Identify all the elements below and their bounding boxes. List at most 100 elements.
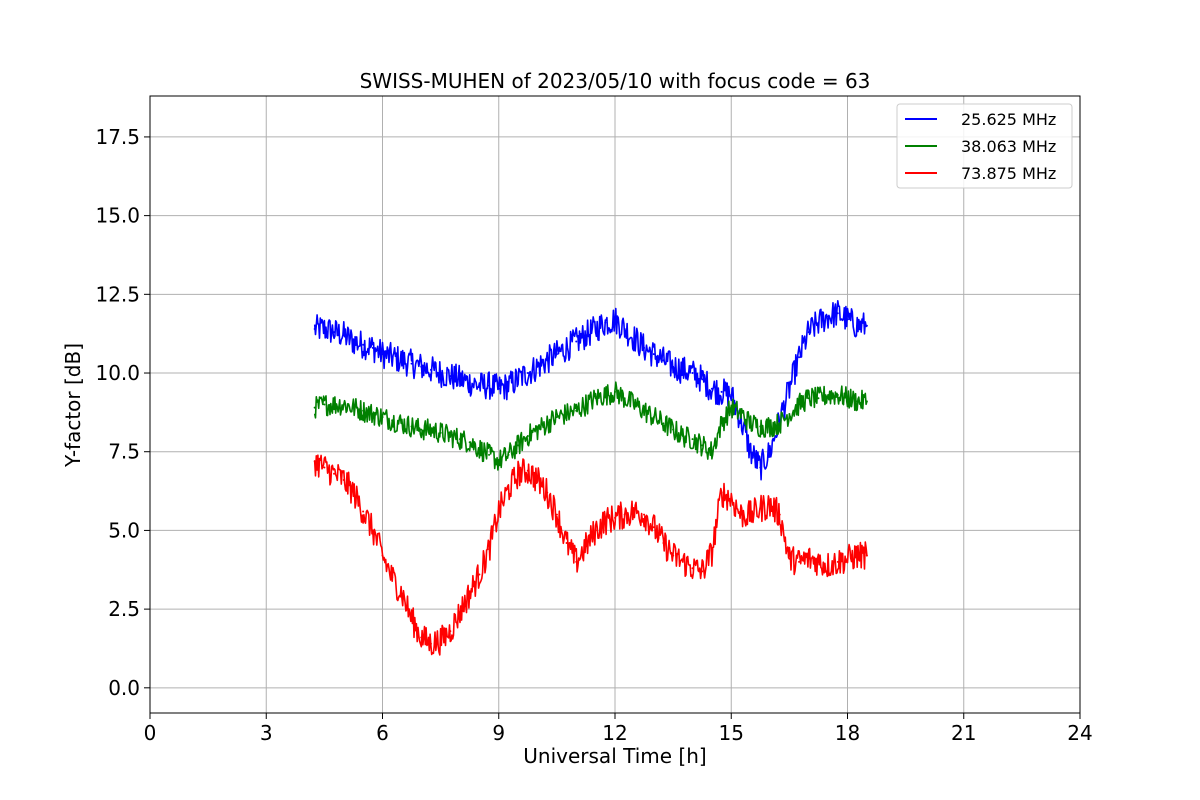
- legend-entry: 25.625 MHz: [961, 110, 1056, 129]
- data-point: [517, 472, 520, 475]
- data-point: [410, 617, 413, 620]
- x-tick-label: 0: [144, 721, 157, 745]
- data-point: [526, 372, 529, 375]
- data-point: [342, 334, 345, 337]
- x-tick-label: 15: [719, 721, 744, 745]
- data-point: [856, 400, 859, 403]
- data-point: [759, 507, 762, 510]
- data-point: [730, 406, 733, 409]
- series-line: [313, 300, 868, 481]
- data-point: [371, 412, 374, 415]
- data-point: [517, 378, 520, 381]
- data-point: [352, 340, 355, 343]
- data-point: [420, 636, 423, 639]
- data-point: [836, 560, 839, 563]
- data-point: [759, 466, 762, 469]
- data-point: [459, 438, 461, 441]
- x-axis-label: Universal Time [h]: [523, 744, 706, 768]
- data-point: [313, 327, 316, 330]
- data-point: [672, 554, 675, 557]
- data-point: [429, 428, 432, 431]
- data-point: [439, 431, 442, 434]
- data-point: [400, 359, 403, 362]
- x-tick-label: 3: [260, 721, 273, 745]
- data-point: [691, 438, 694, 441]
- data-point: [769, 425, 771, 428]
- y-axis-label: Y-factor [dB]: [61, 343, 85, 468]
- data-point: [497, 460, 500, 463]
- x-tick-label: 21: [951, 721, 976, 745]
- data-point: [400, 592, 403, 595]
- y-tick-label: 15.0: [95, 204, 140, 228]
- data-point: [865, 324, 868, 327]
- x-tick-label: 12: [602, 721, 627, 745]
- data-point: [381, 416, 384, 419]
- data-point: [507, 488, 510, 491]
- data-point: [507, 384, 510, 387]
- data-point: [459, 378, 461, 381]
- data-point: [604, 519, 607, 522]
- data-point: [420, 428, 423, 431]
- data-point: [769, 450, 771, 453]
- data-point: [672, 428, 675, 431]
- data-point: [313, 406, 316, 409]
- data-point: [778, 513, 781, 516]
- data-point: [497, 510, 500, 513]
- data-point: [769, 504, 771, 507]
- x-tick-label: 18: [835, 721, 860, 745]
- data-point: [710, 450, 713, 453]
- data-point: [691, 567, 694, 570]
- data-point: [381, 554, 384, 557]
- data-point: [662, 542, 665, 545]
- data-point: [720, 422, 723, 425]
- data-point: [536, 428, 539, 431]
- data-point: [749, 450, 752, 453]
- data-point: [536, 365, 539, 368]
- data-point: [827, 564, 830, 567]
- data-point: [749, 422, 752, 425]
- data-point: [817, 397, 820, 400]
- data-point: [439, 372, 442, 375]
- data-point: [856, 324, 859, 327]
- data-point: [565, 412, 568, 415]
- data-point: [323, 327, 326, 330]
- data-point: [749, 513, 752, 516]
- data-point: [362, 409, 365, 412]
- plot-data: [313, 300, 868, 656]
- y-tick-label: 2.5: [108, 597, 140, 621]
- data-point: [817, 560, 820, 563]
- data-point: [429, 642, 432, 645]
- data-point: [459, 611, 461, 614]
- data-point: [643, 346, 646, 349]
- data-point: [691, 372, 694, 375]
- x-tick-label: 9: [492, 721, 505, 745]
- data-point: [488, 548, 491, 551]
- data-point: [701, 444, 704, 447]
- data-point: [807, 397, 810, 400]
- x-axis-ticks: 0 3 6 9 12 15 18 21 24: [144, 713, 1093, 745]
- data-point: [352, 406, 355, 409]
- series-1: [313, 381, 868, 471]
- data-point: [720, 390, 723, 393]
- data-point: [410, 362, 413, 365]
- data-point: [681, 560, 684, 563]
- series-line: [313, 454, 868, 656]
- data-point: [584, 403, 587, 406]
- data-point: [497, 387, 500, 390]
- data-point: [807, 557, 810, 560]
- data-point: [400, 422, 403, 425]
- data-point: [468, 381, 471, 384]
- data-point: [604, 394, 607, 397]
- data-point: [778, 422, 781, 425]
- data-point: [623, 327, 626, 330]
- data-point: [827, 315, 830, 318]
- data-point: [584, 545, 587, 548]
- data-point: [333, 331, 336, 334]
- data-point: [526, 434, 529, 437]
- data-point: [662, 359, 665, 362]
- legend-box: [896, 103, 1073, 189]
- data-point: [478, 447, 481, 450]
- data-point: [362, 510, 365, 513]
- data-point: [575, 409, 578, 412]
- data-point: [371, 346, 374, 349]
